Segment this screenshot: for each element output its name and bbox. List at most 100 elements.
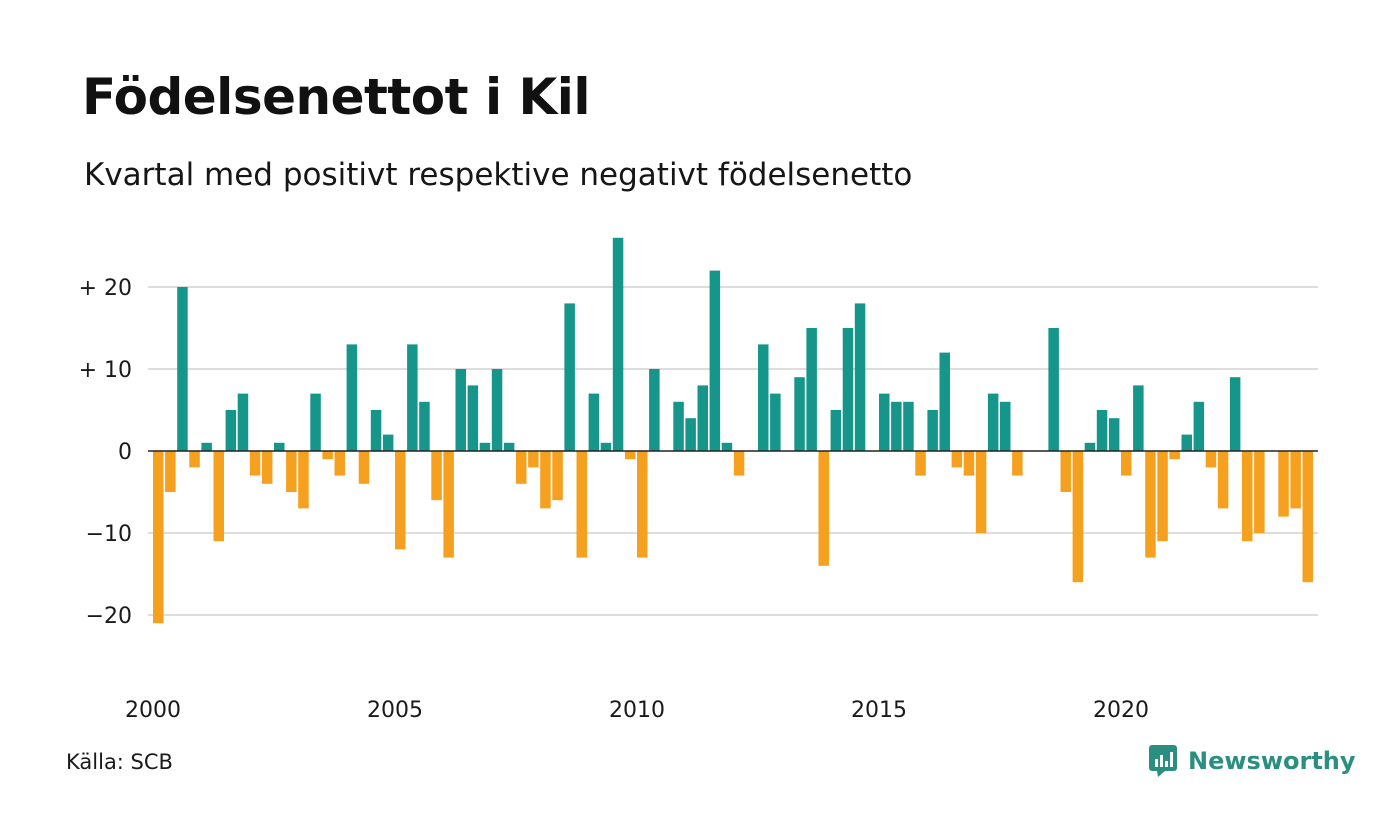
bar xyxy=(588,393,600,451)
bar xyxy=(1012,451,1023,476)
grid-lines xyxy=(148,286,1318,616)
bar xyxy=(939,352,950,451)
bar xyxy=(1290,451,1301,509)
bar xyxy=(1145,451,1156,558)
newsworthy-logo-icon xyxy=(1149,745,1177,777)
brand-name: Newsworthy xyxy=(1188,747,1356,775)
y-tick-label: + 20 xyxy=(79,276,132,301)
bar xyxy=(213,451,224,542)
y-tick-label: −20 xyxy=(86,604,132,629)
bar xyxy=(1193,401,1205,451)
bar xyxy=(927,410,938,451)
bar xyxy=(649,369,660,451)
bar xyxy=(854,303,866,451)
y-tick-label: + 10 xyxy=(79,358,132,383)
bar xyxy=(346,344,358,451)
bar xyxy=(987,393,999,451)
bar xyxy=(225,410,237,451)
bar xyxy=(951,451,963,468)
brand-logo: Newsworthy xyxy=(1148,744,1356,778)
bar xyxy=(540,451,551,509)
bar xyxy=(576,451,587,558)
bar xyxy=(419,401,430,451)
bar xyxy=(261,451,273,484)
bar xyxy=(310,393,321,451)
bar xyxy=(1229,377,1241,451)
bars xyxy=(153,237,1313,624)
bar xyxy=(382,434,394,451)
bar xyxy=(794,377,805,451)
bar xyxy=(189,451,200,468)
bar xyxy=(516,451,527,484)
bar xyxy=(286,451,297,492)
bar xyxy=(431,451,442,501)
bar xyxy=(685,418,696,451)
source-note: Källa: SCB xyxy=(66,750,173,774)
bar xyxy=(564,303,575,451)
bar xyxy=(274,442,285,451)
y-tick-label: −10 xyxy=(86,522,132,547)
bar xyxy=(1096,410,1108,451)
bar xyxy=(467,385,479,451)
bar xyxy=(600,442,612,451)
x-tick-label: 2000 xyxy=(125,698,181,723)
bar xyxy=(830,410,842,451)
bar xyxy=(503,442,515,451)
bar xyxy=(1302,451,1313,583)
bar xyxy=(1048,328,1059,451)
bar xyxy=(1000,401,1011,451)
bar xyxy=(1157,451,1168,542)
bar xyxy=(806,328,817,451)
bar xyxy=(975,451,987,533)
axes: + 20 + 10 0 −10 −20 2000 2005 2010 2015 2020 xyxy=(79,276,1318,723)
bar xyxy=(770,393,781,451)
bar xyxy=(1278,451,1289,517)
bar xyxy=(842,328,854,451)
bar xyxy=(818,451,829,566)
bar xyxy=(153,451,164,624)
bar xyxy=(201,442,212,451)
bar xyxy=(1254,451,1265,533)
bar xyxy=(443,451,454,558)
bar xyxy=(733,451,745,476)
bar xyxy=(624,451,636,460)
bar xyxy=(491,369,503,451)
bar xyxy=(673,401,684,451)
bar xyxy=(165,451,176,492)
bar xyxy=(528,451,539,468)
bar xyxy=(709,270,721,451)
bar xyxy=(1084,442,1096,451)
bar xyxy=(721,442,733,451)
bar xyxy=(358,451,370,484)
bar xyxy=(963,451,975,476)
bar xyxy=(177,287,188,451)
bar xyxy=(407,344,418,451)
bar xyxy=(249,451,261,476)
bar xyxy=(1169,451,1180,460)
bar xyxy=(1181,434,1192,451)
bar xyxy=(879,393,890,451)
bar xyxy=(903,401,914,451)
bar xyxy=(1072,451,1084,583)
chart-title: Födelsenettot i Kil xyxy=(82,68,591,126)
x-tick-label: 2010 xyxy=(609,698,665,723)
bar xyxy=(334,451,345,476)
bar xyxy=(322,451,333,460)
bar xyxy=(1133,385,1144,451)
y-tick-label: 0 xyxy=(118,440,132,465)
bar xyxy=(1121,451,1132,476)
bar xyxy=(1205,451,1217,468)
bar xyxy=(479,442,491,451)
bar xyxy=(1242,451,1253,542)
bar xyxy=(915,451,926,476)
bar xyxy=(612,237,624,451)
bar xyxy=(395,451,406,550)
bar xyxy=(455,369,466,451)
bar xyxy=(758,344,769,451)
bar xyxy=(370,410,382,451)
bar xyxy=(237,393,249,451)
bar xyxy=(1108,418,1120,451)
bar xyxy=(697,385,708,451)
bar xyxy=(298,451,309,509)
x-tick-label: 2015 xyxy=(851,698,907,723)
